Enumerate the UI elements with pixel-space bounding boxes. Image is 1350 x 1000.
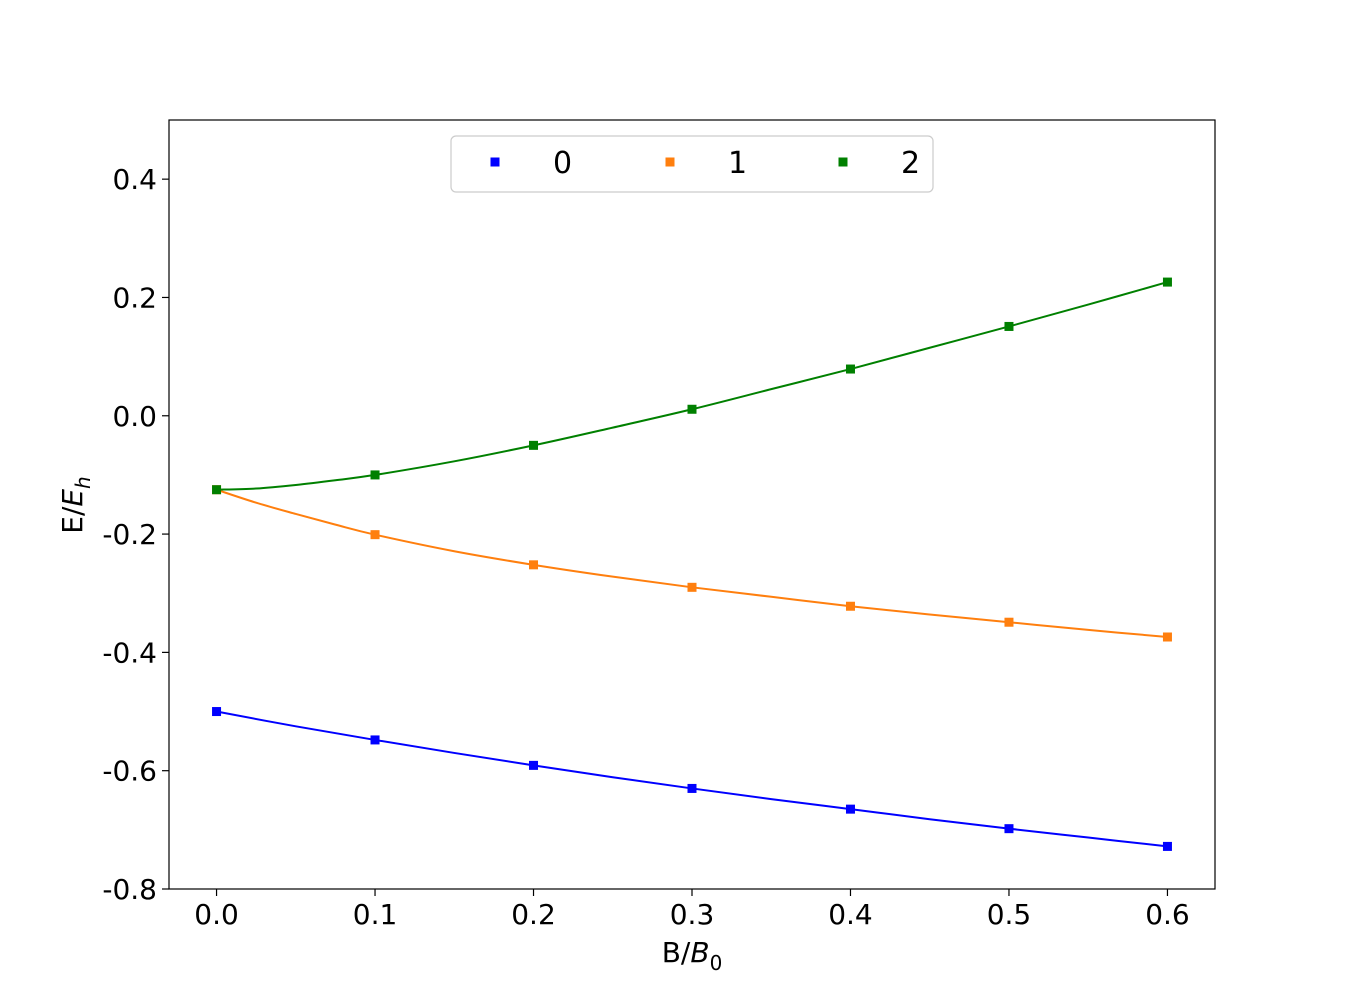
plot-area <box>169 120 1215 889</box>
series-1-point <box>845 601 855 611</box>
y-axis-label: E/Eh <box>56 476 95 534</box>
x-axis: 0.0 0.1 0.2 0.3 0.4 0.5 0.6 <box>194 889 1190 931</box>
series-2-point <box>1004 321 1014 331</box>
legend-label-1: 1 <box>728 146 747 181</box>
series-0-point <box>212 707 222 717</box>
x-tick-label: 0.1 <box>353 898 398 931</box>
y-axis: -0.8 -0.6 -0.4 -0.2 0.0 0.2 0.4 <box>102 163 169 906</box>
x-tick-label: 0.4 <box>828 898 873 931</box>
x-axis-label: B/B0 <box>662 936 723 975</box>
series-2-point <box>845 364 855 374</box>
legend-marker-0 <box>490 157 500 167</box>
y-tick-label: -0.4 <box>102 636 157 669</box>
series-1-point <box>529 560 539 570</box>
y-tick-label: 0.2 <box>112 281 157 314</box>
series-1-line <box>216 488 1168 639</box>
y-tick-label: 0.0 <box>112 400 157 433</box>
series-1-point <box>1162 632 1172 642</box>
series-2-point <box>1162 277 1172 287</box>
x-tick-label: 0.2 <box>511 898 556 931</box>
series-2-line <box>216 281 1168 491</box>
x-tick-label: 0.6 <box>1145 898 1190 931</box>
series-2-point <box>212 485 222 495</box>
legend: 0 1 2 <box>450 135 934 193</box>
legend-marker-1 <box>665 157 675 167</box>
legend-marker-2 <box>838 157 848 167</box>
y-tick-label: -0.2 <box>102 518 157 551</box>
series-0-point <box>370 735 380 745</box>
y-tick-label: -0.8 <box>102 873 157 906</box>
series-1-point <box>370 530 380 540</box>
legend-label-0: 0 <box>553 146 572 181</box>
legend-label-2: 2 <box>901 146 920 181</box>
series-0-point <box>1004 824 1014 834</box>
series-2-point <box>370 470 380 480</box>
series-0-point <box>845 804 855 814</box>
series-0-point <box>529 760 539 770</box>
legend-box <box>450 135 934 193</box>
y-tick-label: -0.6 <box>102 755 157 788</box>
series-1-point <box>687 582 697 592</box>
series-0-point <box>687 783 697 793</box>
x-tick-label: 0.3 <box>670 898 715 931</box>
x-tick-label: 0.5 <box>987 898 1032 931</box>
x-tick-label: 0.0 <box>194 898 239 931</box>
series-markers <box>212 277 1172 851</box>
y-tick-label: 0.4 <box>112 163 157 196</box>
series-1-point <box>1004 617 1014 627</box>
series-2-point <box>687 404 697 414</box>
series-2-point <box>529 440 539 450</box>
series-0-point <box>1162 841 1172 851</box>
